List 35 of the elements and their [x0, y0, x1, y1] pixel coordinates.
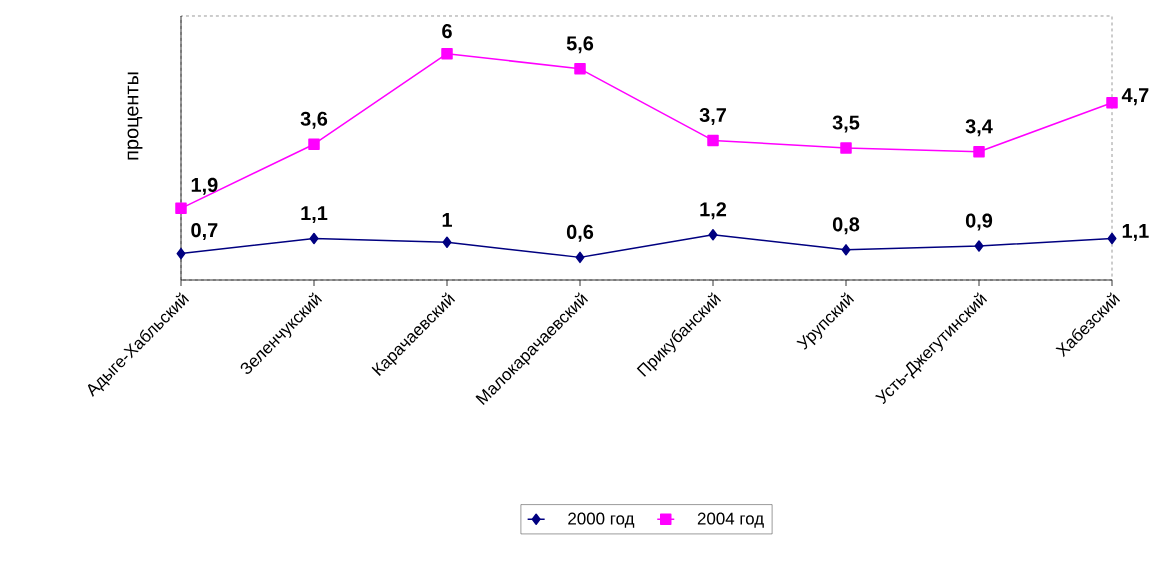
point: [708, 228, 718, 241]
point: [442, 236, 452, 249]
data-label: 3,4: [965, 119, 993, 137]
point: [308, 138, 320, 150]
data-label: 0,8: [832, 217, 860, 235]
point: [974, 240, 984, 252]
point: [574, 63, 586, 75]
point: [441, 47, 453, 60]
point: [841, 244, 851, 256]
data-label: 0,9: [965, 213, 993, 231]
data-label: 0,7: [191, 223, 218, 241]
point: [707, 134, 719, 147]
data-label: 1,9: [191, 177, 218, 195]
data-label: 1,1: [301, 206, 328, 223]
point: [175, 202, 187, 215]
data-label: 4,7: [1121, 88, 1149, 106]
data-label: 1,1: [1122, 224, 1149, 241]
data-label: 1,2: [700, 202, 727, 220]
point: [176, 247, 186, 260]
data-label: 3,6: [300, 111, 328, 129]
y-axis-title: проценты: [127, 72, 143, 160]
data-label: 3,7: [699, 107, 726, 125]
legend-label: 2004 год: [697, 512, 764, 528]
point: [1107, 232, 1117, 245]
data-label: 3,5: [832, 115, 860, 133]
data-label: 1: [442, 213, 452, 227]
point: [840, 142, 852, 154]
legend-label: 2000 год: [568, 512, 635, 528]
data-label: 5,6: [566, 36, 594, 54]
data-label: 0,6: [566, 224, 594, 242]
point: [575, 251, 585, 264]
point: [309, 232, 319, 245]
data-label: 6: [442, 24, 452, 39]
point: [1106, 96, 1118, 109]
point: [973, 146, 985, 158]
